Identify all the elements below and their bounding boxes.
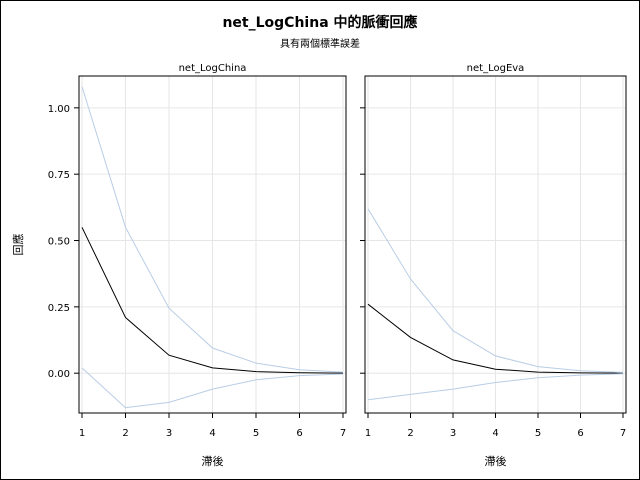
x-tick-label: 7 <box>620 428 626 439</box>
chart-title: net_LogChina 中的脈衝回應 <box>222 15 418 31</box>
x-axis-label: 滯後 <box>202 454 224 468</box>
x-tick-label: 2 <box>122 428 128 439</box>
y-axis-label: 回應 <box>11 234 25 256</box>
series-line-upper <box>367 208 624 373</box>
series-line-response <box>81 227 344 374</box>
x-tick-label: 3 <box>166 428 172 439</box>
x-tick-label: 2 <box>407 428 413 439</box>
x-tick-label: 5 <box>253 428 259 439</box>
x-axis-label: 滯後 <box>485 454 507 468</box>
y-tick-label: 0.50 <box>48 237 70 248</box>
panel-title: net_LogEva <box>467 63 525 74</box>
x-tick-label: 6 <box>296 428 302 439</box>
x-tick-label: 6 <box>577 428 583 439</box>
chart-subtitle: 具有兩個標準誤差 <box>280 39 360 50</box>
x-tick-label: 3 <box>450 428 456 439</box>
series-line-response <box>367 303 624 374</box>
y-tick-label: 0.00 <box>48 369 70 380</box>
x-tick-label: 7 <box>340 428 346 439</box>
x-tick-label: 1 <box>79 428 85 439</box>
y-tick-label: 0.25 <box>48 303 70 314</box>
x-tick-label: 4 <box>209 428 215 439</box>
series-line-lower <box>81 367 344 409</box>
series-line-upper <box>81 86 344 373</box>
x-tick-label: 1 <box>365 428 371 439</box>
y-tick-label: 0.75 <box>48 170 70 181</box>
y-tick-label: 1.00 <box>48 104 70 115</box>
series-line-lower <box>367 373 624 401</box>
panel-title: net_LogChina <box>179 63 247 74</box>
x-tick-label: 4 <box>492 428 498 439</box>
x-tick-label: 5 <box>535 428 541 439</box>
